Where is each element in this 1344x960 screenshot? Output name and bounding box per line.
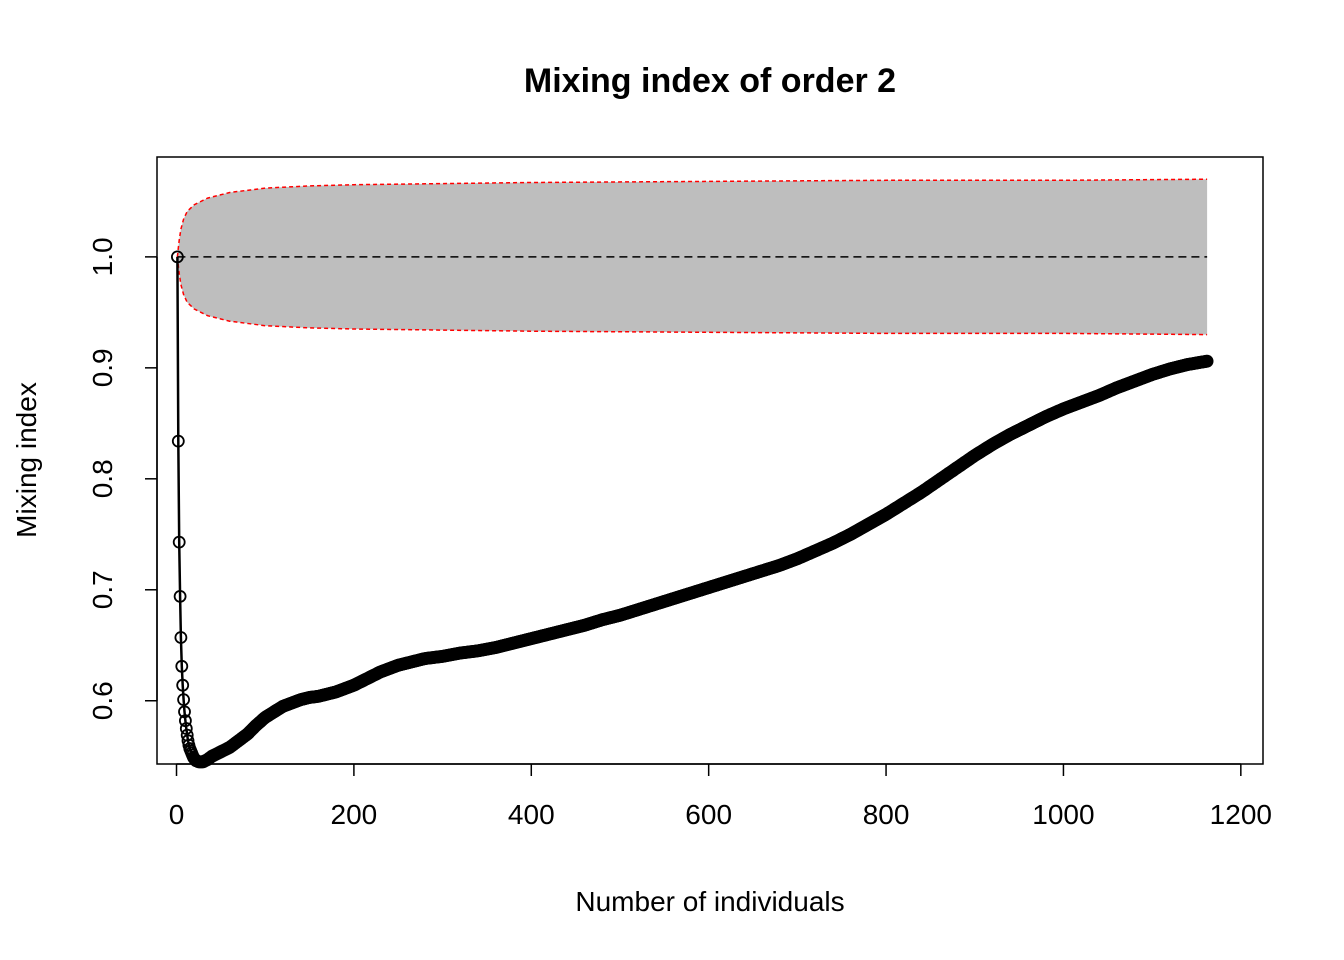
x-tick-label: 1200 (1210, 799, 1272, 830)
data-point (177, 693, 191, 706)
y-tick-label: 0.6 (87, 681, 118, 720)
data-point (178, 714, 192, 728)
y-tick-label: 1.0 (87, 237, 118, 276)
y-tick-label: 0.9 (87, 348, 118, 387)
data-point (1200, 354, 1214, 368)
data-point (170, 250, 184, 264)
data-point (178, 705, 191, 719)
x-tick-label: 400 (508, 799, 555, 830)
data-point (173, 590, 187, 603)
data-point (179, 722, 193, 735)
series-0 (170, 250, 1214, 769)
x-tick-label: 0 (169, 799, 185, 830)
x-tick-label: 200 (331, 799, 378, 830)
x-axis-label: Number of individuals (575, 886, 844, 917)
y-tick-label: 0.7 (87, 570, 118, 609)
chart-title: Mixing index of order 2 (524, 62, 896, 100)
x-tick-label: 1000 (1032, 799, 1094, 830)
data-point (176, 678, 190, 692)
data-point (174, 631, 188, 644)
data-point (172, 535, 186, 549)
y-tick-label: 0.8 (87, 459, 118, 498)
data-point (171, 434, 185, 448)
x-tick-label: 800 (863, 799, 910, 830)
plot-frame (156, 156, 1264, 765)
x-tick-label: 600 (685, 799, 732, 830)
data-point (175, 659, 189, 673)
envelope-upper-bound (176, 178, 1208, 257)
envelope-lower-bound (176, 256, 1208, 336)
y-axis-label: Mixing index (11, 382, 42, 538)
